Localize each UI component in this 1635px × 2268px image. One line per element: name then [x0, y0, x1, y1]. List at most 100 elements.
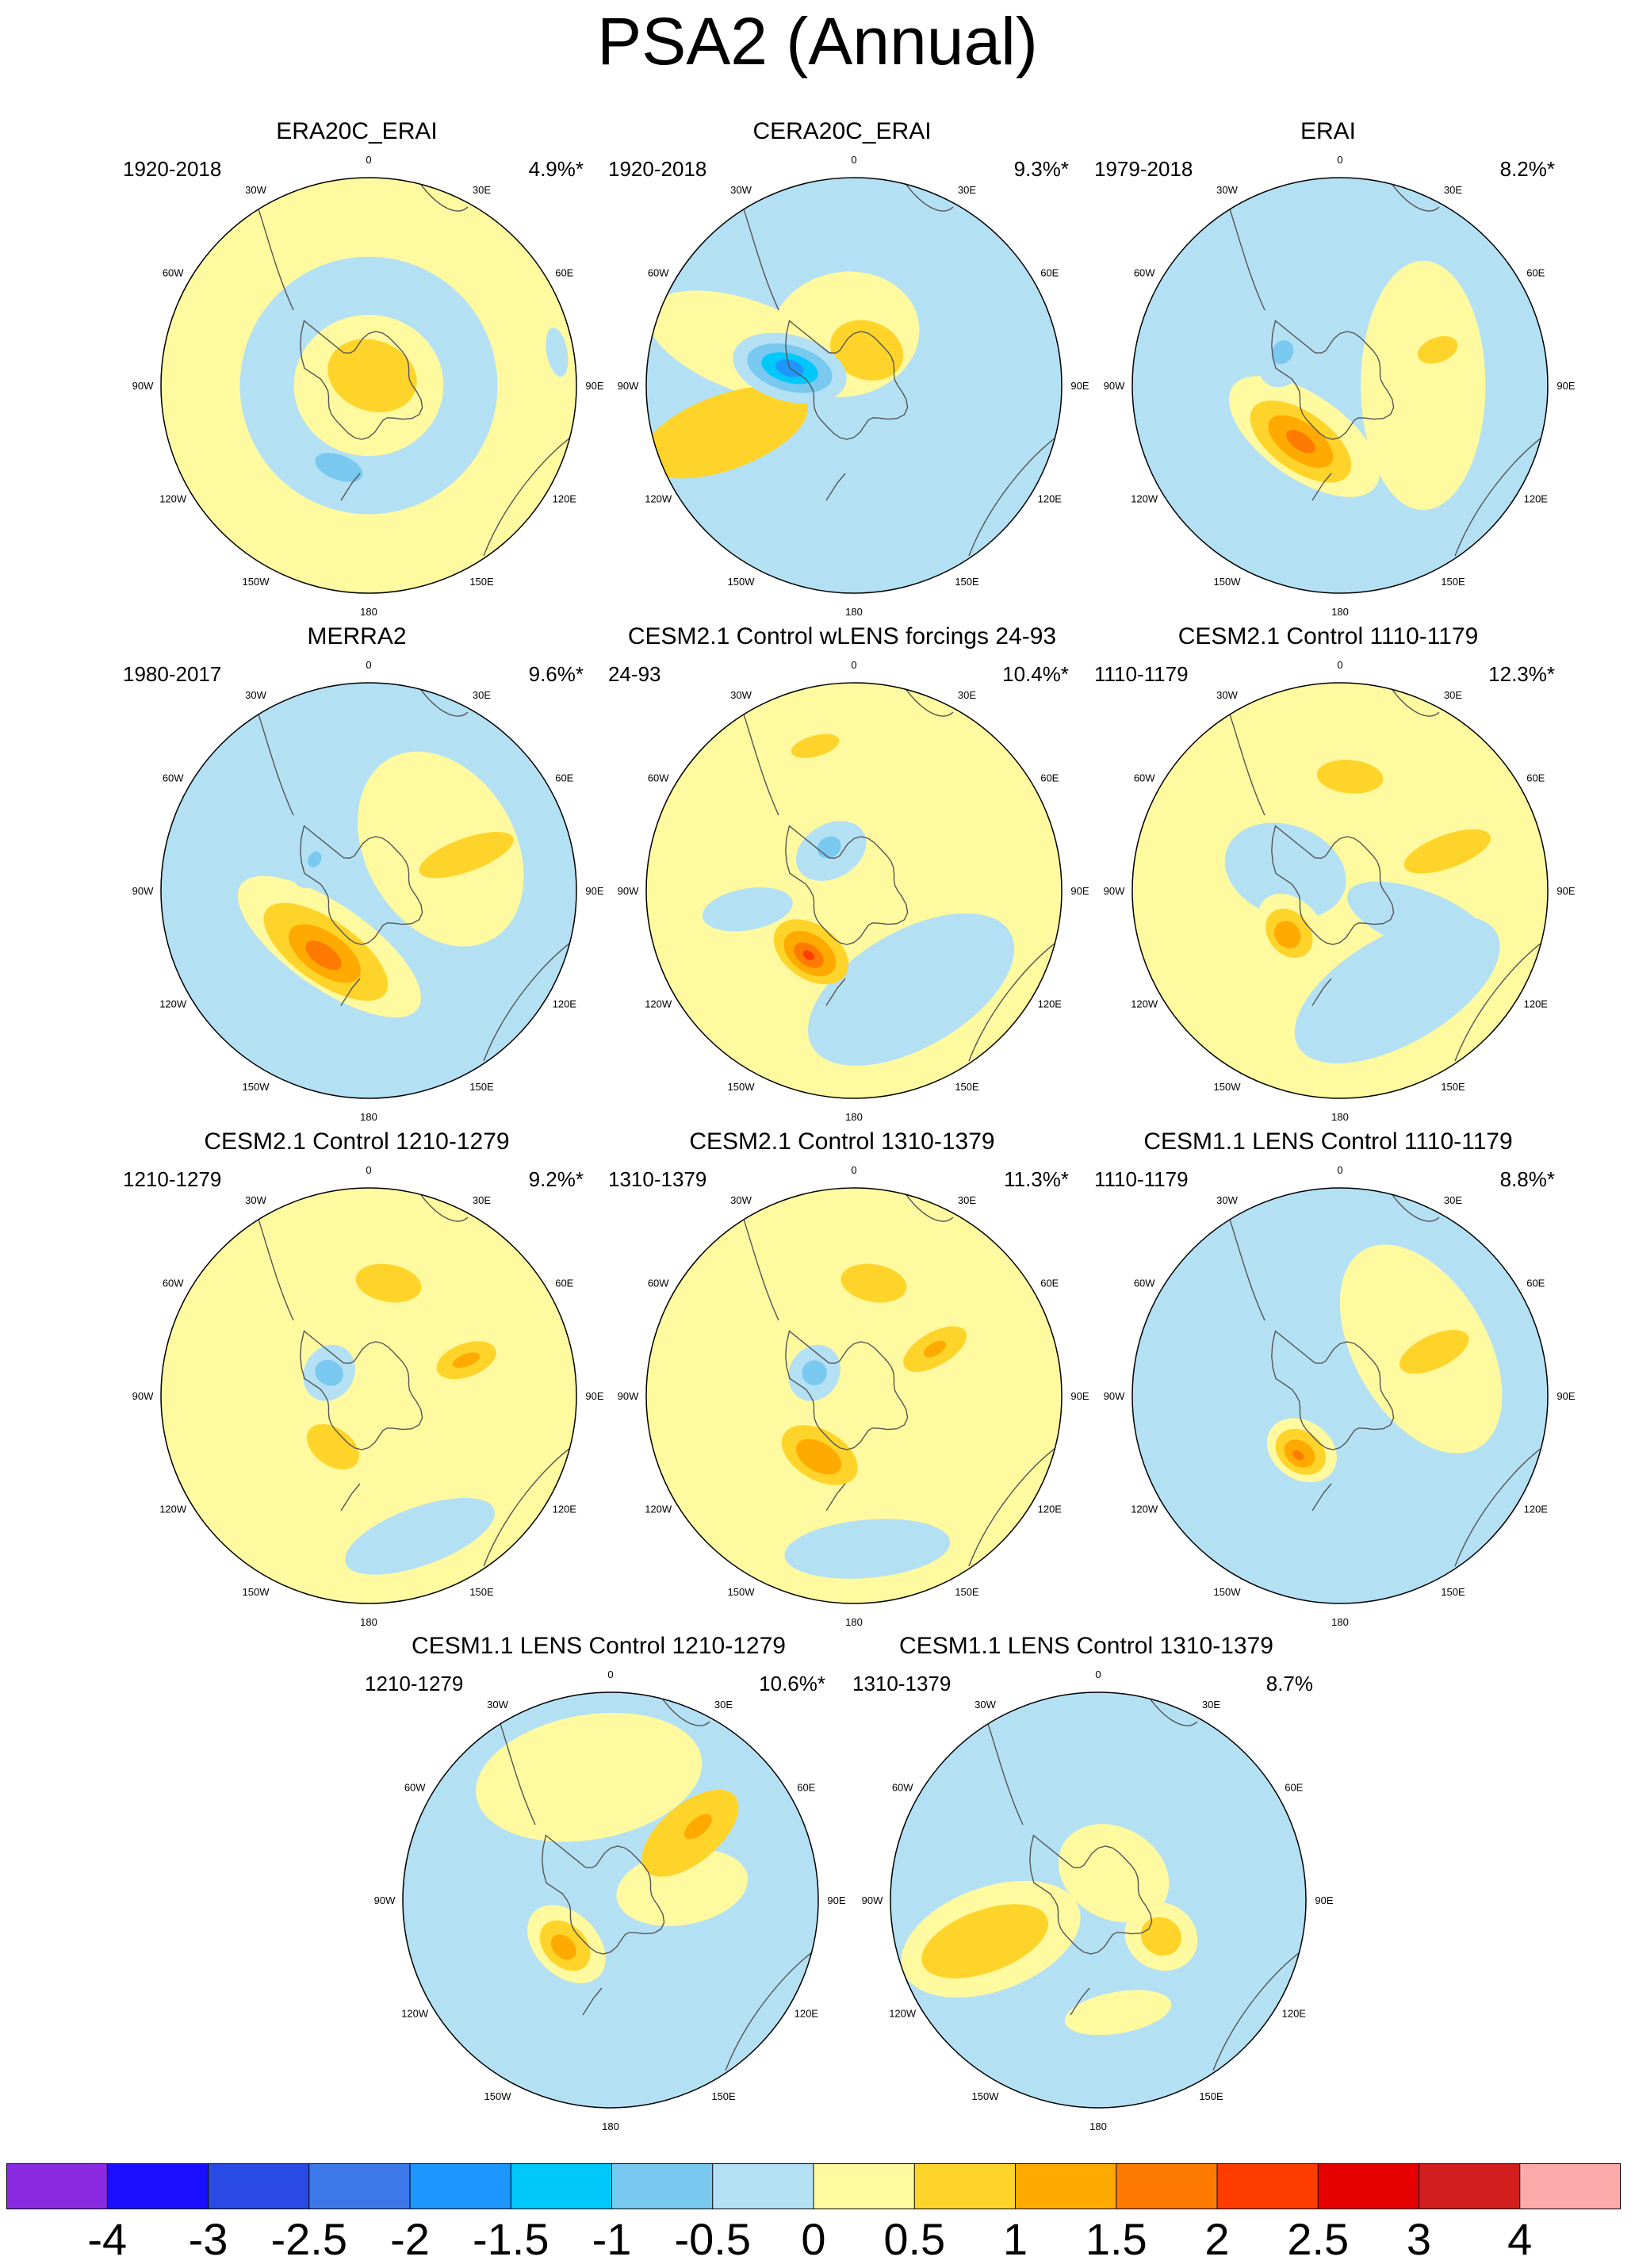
australia-coastline — [1212, 1947, 1306, 2071]
longitude-label: 90W — [618, 1390, 639, 1402]
longitude-label: 180 — [845, 1616, 863, 1628]
longitude-label: 150W — [243, 576, 270, 588]
longitude-label: 30W — [730, 689, 752, 701]
australia-coastline — [968, 937, 1062, 1062]
colorbar-tick-label: -1 — [592, 2214, 632, 2264]
longitude-label: 150E — [955, 576, 979, 588]
australia-coastline — [483, 1442, 576, 1567]
polar-map: 0 30E 60E 90E 120E 150E 180 150W 120W 90W 60W 30W — [1104, 659, 1576, 1123]
anomaly-contour — [452, 1352, 481, 1368]
longitude-label: 120E — [795, 2008, 819, 2020]
longitude-label: 90W — [132, 380, 154, 392]
longitude-label: 120W — [889, 2008, 917, 2020]
longitude-label: 120E — [1524, 493, 1549, 505]
panel-period: 1920-2018 — [123, 157, 222, 181]
antarctica-coastline — [300, 1330, 423, 1450]
anomaly-contour — [802, 950, 815, 960]
longitude-label: 180 — [1089, 2121, 1107, 2132]
longitude-label: 60W — [892, 1782, 913, 1794]
longitude-label: 0 — [366, 659, 371, 671]
longitude-label: 120E — [553, 998, 577, 1010]
panel-variance: 12.3%* — [1488, 662, 1555, 686]
longitude-label: 90E — [1070, 885, 1089, 897]
longitude-label: 150E — [469, 576, 494, 588]
longitude-label: 120W — [645, 493, 672, 505]
panel-variance: 8.8%* — [1499, 1167, 1555, 1191]
colorbar-tick-label: -4 — [87, 2214, 128, 2264]
anomaly-contour — [1292, 1450, 1304, 1461]
longitude-label: 90E — [585, 380, 603, 392]
panel-variance: 8.7% — [1265, 1672, 1313, 1695]
map-panel: CESM2.1 Control 1110-1179 1110-1179 12.3%*… — [1082, 623, 1576, 1123]
anomaly-contour — [355, 1263, 422, 1303]
colorbar-tick-label: 2.5 — [1287, 2214, 1350, 2264]
anomaly-contour — [683, 1814, 712, 1840]
anomaly-contour — [1403, 829, 1491, 874]
longitude-label: 30W — [245, 1194, 266, 1206]
longitude-label: 30E — [958, 689, 976, 701]
colorbar-swatch — [511, 2163, 612, 2209]
longitude-label: 90E — [1557, 380, 1575, 392]
longitude-label: 150E — [955, 1081, 979, 1093]
map-panel: CESM1.1 LENS Control 1110-1179 1110-1179 8… — [1082, 1128, 1576, 1628]
antarctica-coastline — [1029, 1834, 1153, 1955]
longitude-label: 0 — [366, 154, 371, 166]
map-panel: CESM2.1 Control 1310-1379 1310-1379 11.3%*… — [596, 1128, 1089, 1628]
anomaly-contour — [308, 851, 322, 868]
longitude-label: 150W — [1214, 576, 1242, 588]
longitude-label: 90W — [618, 885, 639, 897]
anomaly-contour — [1271, 340, 1294, 365]
longitude-label: 150E — [955, 1586, 979, 1598]
longitude-label: 120E — [553, 493, 577, 505]
longitude-label: 180 — [360, 1616, 377, 1628]
longitude-label: 120E — [1038, 998, 1063, 1010]
longitude-label: 150E — [1441, 1081, 1465, 1093]
anomaly-contour — [883, 224, 932, 254]
anomaly-contour — [327, 339, 417, 412]
longitude-label: 30W — [1216, 1194, 1238, 1206]
longitude-label: 90E — [1070, 1390, 1089, 1402]
longitude-label: 90W — [1104, 380, 1125, 392]
anomaly-contour — [281, 1324, 456, 1467]
antarctica-coastline — [785, 825, 909, 945]
longitude-label: 90W — [862, 1894, 883, 1906]
longitude-label: 90E — [585, 885, 603, 897]
map-border — [160, 177, 577, 594]
map-border — [160, 1187, 577, 1604]
new-zealand-coastline — [340, 473, 361, 501]
longitude-label: 60E — [1040, 772, 1059, 784]
longitude-label: 150W — [1214, 1586, 1242, 1598]
anomaly-contour — [306, 1423, 359, 1469]
longitude-label: 150E — [711, 2090, 736, 2102]
anomaly-contour — [791, 734, 840, 758]
anomaly-contour — [345, 1497, 495, 1575]
longitude-label: 60E — [1040, 267, 1059, 279]
longitude-label: 30E — [473, 184, 491, 196]
panel-period: 1210-1279 — [365, 1672, 464, 1695]
longitude-label: 120W — [645, 998, 672, 1010]
australia-coastline — [1454, 937, 1548, 1062]
longitude-label: 60E — [555, 1278, 573, 1289]
anomaly-contour — [546, 328, 569, 377]
longitude-label: 60E — [1526, 1278, 1545, 1289]
longitude-label: 120W — [645, 1504, 672, 1515]
colorbar-swatch — [6, 2163, 108, 2209]
longitude-label: 30W — [730, 184, 752, 196]
anomaly-contour — [1417, 335, 1458, 364]
longitude-label: 120W — [159, 493, 187, 505]
panel-period: 1110-1179 — [1094, 1167, 1189, 1191]
colorbar-tick-label: -0.5 — [674, 2214, 752, 2264]
new-zealand-coastline — [340, 978, 361, 1006]
colorbar-swatch — [814, 2163, 915, 2209]
longitude-label: 60W — [404, 1782, 426, 1794]
anomaly-contour — [702, 887, 793, 932]
panel-period: 1310-1379 — [608, 1167, 707, 1191]
longitude-label: 60E — [1526, 267, 1545, 279]
longitude-label: 30E — [958, 184, 976, 196]
anomaly-contour — [784, 1519, 951, 1579]
colorbar-swatch — [1519, 2163, 1621, 2209]
anomaly-contour — [1400, 1330, 1469, 1374]
anomaly-contour — [476, 1712, 703, 1842]
longitude-label: 60W — [648, 772, 669, 784]
longitude-label: 150W — [728, 1586, 756, 1598]
